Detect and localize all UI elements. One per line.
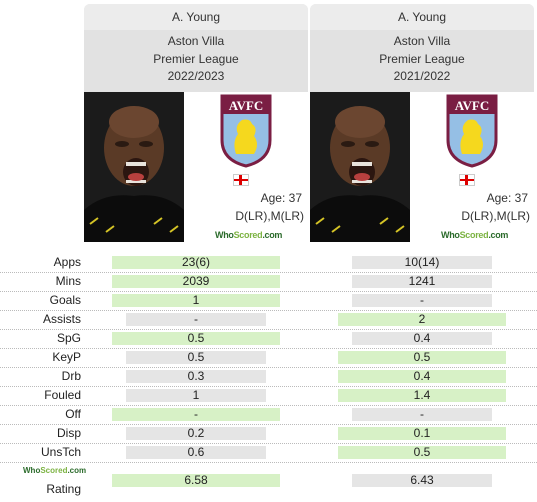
stat-row-disp: Disp 0.2 0.1 — [0, 424, 537, 444]
league-name[interactable]: Premier League — [379, 52, 465, 66]
stat-row-mins: Mins 2039 1241 — [0, 272, 537, 292]
stat-value-1: 0.5 — [112, 332, 280, 345]
stat-row-unstch: UnsTch 0.6 0.5 — [0, 443, 537, 463]
whoscored-logo[interactable]: WhoScored.com — [441, 230, 509, 240]
stat-value-1: 0.6 — [126, 446, 266, 459]
stat-value-1: 1 — [112, 294, 280, 307]
stat-value-2: 1241 — [352, 275, 492, 288]
stat-value-2: - — [352, 294, 492, 307]
england-flag-icon — [233, 174, 249, 186]
whoscored-logo[interactable]: WhoScored.com — [215, 230, 283, 240]
stat-row-assists: Assists - 2 — [0, 310, 537, 330]
season: 2021/2022 — [393, 69, 451, 83]
stat-row-off: Off - - — [0, 405, 537, 425]
whoscored-logo[interactable]: WhoScored.com — [23, 466, 87, 475]
rating-label: Rating — [46, 482, 81, 496]
stat-value-2: 0.4 — [352, 332, 492, 345]
stat-label: Apps — [53, 255, 81, 269]
england-flag-icon — [459, 174, 475, 186]
player-header-2: A. Young Aston Villa Premier League 2021… — [310, 4, 534, 92]
player-body-2: AVFC Age: 37 D(LR),M(LR) WhoScored.com — [310, 92, 534, 246]
team-name[interactable]: Aston Villa — [167, 34, 225, 48]
stat-value-2: 2 — [338, 313, 506, 326]
stat-value-2: 0.1 — [338, 427, 506, 440]
player-photo — [84, 92, 184, 242]
player-age: Age: 37 — [486, 191, 528, 205]
player-positions: D(LR),M(LR) — [235, 209, 304, 223]
player-card-2: A. Young Aston Villa Premier League 2021… — [310, 4, 534, 246]
stat-label: Drb — [61, 369, 81, 383]
stat-label: Disp — [56, 426, 81, 440]
stat-value-1: 0.2 — [126, 427, 266, 440]
stat-value-1: 23(6) — [112, 256, 280, 269]
stat-value-2: 0.4 — [338, 370, 506, 383]
stat-value-1: 0.3 — [126, 370, 266, 383]
stat-row-drb: Drb 0.3 0.4 — [0, 367, 537, 387]
rating-row: WhoScored.com Rating 6.58 6.43 — [0, 463, 537, 499]
stat-value-2: 0.5 — [338, 351, 506, 364]
player-card-1: A. Young Aston Villa Premier League 2022… — [84, 4, 308, 246]
stat-value-1: 2039 — [112, 275, 280, 288]
stat-row-goals: Goals 1 - — [0, 291, 537, 311]
stat-label: Off — [65, 407, 81, 421]
stat-label: Assists — [42, 312, 81, 326]
rating-value-2: 6.43 — [352, 474, 492, 487]
stat-value-2: 0.5 — [338, 446, 506, 459]
player-photo — [310, 92, 410, 242]
stat-value-1: - — [112, 408, 280, 421]
badge-text: AVFC — [455, 98, 489, 113]
stat-label: Fouled — [44, 388, 81, 402]
player-positions: D(LR),M(LR) — [461, 209, 530, 223]
stat-label: UnsTch — [40, 445, 81, 459]
player-name[interactable]: A. Young — [84, 4, 308, 30]
stat-label: KeyP — [52, 350, 81, 364]
stat-value-1: - — [126, 313, 266, 326]
badge-text: AVFC — [229, 98, 263, 113]
stat-row-keyp: KeyP 0.5 0.5 — [0, 348, 537, 368]
stat-label: SpG — [56, 331, 81, 345]
rating-value-1: 6.58 — [112, 474, 280, 487]
stat-value-1: 1 — [126, 389, 266, 402]
player-body-1: AVFC Age: 37 D(LR),M(LR) WhoScored.com — [84, 92, 308, 246]
stat-value-2: 10(14) — [352, 256, 492, 269]
stat-row-spg: SpG 0.5 0.4 — [0, 329, 537, 349]
aston-villa-badge[interactable]: AVFC — [220, 94, 272, 171]
team-name[interactable]: Aston Villa — [393, 34, 451, 48]
stat-row-apps: Apps 23(6) 10(14) — [0, 253, 537, 273]
stat-label: Goals — [49, 293, 81, 307]
stat-label: Mins — [55, 274, 81, 288]
league-name[interactable]: Premier League — [153, 52, 239, 66]
stat-value-2: - — [352, 408, 492, 421]
player-age: Age: 37 — [260, 191, 302, 205]
stat-value-2: 1.4 — [338, 389, 506, 402]
aston-villa-badge[interactable]: AVFC — [446, 94, 498, 171]
stat-value-1: 0.5 — [126, 351, 266, 364]
player-header-1: A. Young Aston Villa Premier League 2022… — [84, 4, 308, 92]
stat-row-fouled: Fouled 1 1.4 — [0, 386, 537, 406]
player-name[interactable]: A. Young — [310, 4, 534, 30]
season: 2022/2023 — [167, 69, 225, 83]
